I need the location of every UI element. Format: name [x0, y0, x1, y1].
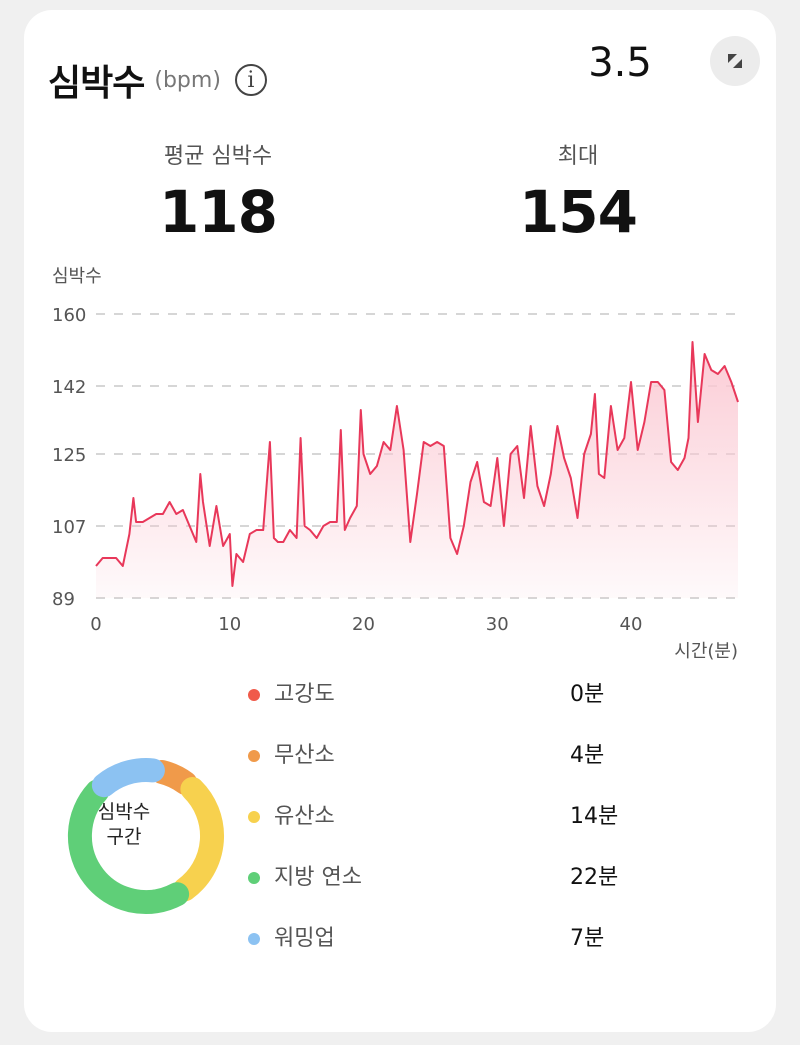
legend-dot — [248, 811, 260, 823]
x-tick-label: 0 — [90, 614, 101, 635]
legend-value: 22분 — [570, 865, 619, 890]
y-tick-label: 160 — [52, 305, 86, 326]
legend-value: 0분 — [570, 682, 605, 707]
legend-label: 고강도 — [274, 682, 335, 707]
x-tick-label: 20 — [352, 614, 375, 635]
donut-center-label: 심박수 구간 — [74, 800, 174, 850]
y-axis-label: 심박수 — [52, 266, 102, 287]
legend-value: 7분 — [570, 926, 605, 951]
x-tick-label: 40 — [620, 614, 643, 635]
legend-label: 지방 연소 — [274, 865, 362, 890]
legend-dot — [248, 750, 260, 762]
avg-heart-rate-value: 118 — [158, 178, 278, 246]
version-label: 3.5 — [588, 40, 652, 86]
y-tick-label: 125 — [52, 445, 86, 466]
card-header: 심박수 (bpm) i — [48, 50, 267, 110]
y-tick-label: 89 — [52, 589, 75, 610]
legend-dot — [248, 872, 260, 884]
donut-label-2: 구간 — [106, 826, 142, 848]
donut-segment — [172, 777, 225, 902]
donut-segment — [67, 779, 190, 915]
heart-rate-line — [95, 341, 739, 587]
legend-row: 지방 연소 22분 — [248, 859, 648, 920]
max-heart-rate-value: 154 — [518, 178, 638, 246]
unit-label: (bpm) — [154, 67, 221, 93]
legend-dot — [248, 689, 260, 701]
y-tick-label: 107 — [52, 517, 86, 538]
avg-heart-rate: 평균 심박수 118 — [118, 138, 318, 246]
expand-button[interactable] — [710, 36, 760, 86]
max-heart-rate-label: 최대 — [557, 144, 599, 169]
legend-row: 유산소 14분 — [248, 798, 648, 859]
legend-row: 무산소 4분 — [248, 737, 648, 798]
legend-value: 14분 — [570, 804, 619, 829]
legend-dot — [248, 933, 260, 945]
heart-rate-chart: 심박수 160 142 125 107 89 0 10 20 30 40 시간(분) — [52, 266, 739, 662]
x-tick-label: 10 — [218, 614, 241, 635]
legend-label: 유산소 — [274, 804, 335, 829]
legend-row: 고강도 0분 — [248, 676, 648, 737]
donut-segment — [150, 760, 198, 795]
legend-label: 무산소 — [274, 743, 335, 768]
zone-donut-chart — [67, 758, 225, 915]
card-title: 심박수 — [48, 63, 145, 104]
avg-heart-rate-label: 평균 심박수 — [163, 144, 273, 169]
donut-segment — [91, 758, 165, 798]
max-heart-rate: 최대 154 — [478, 138, 678, 246]
y-tick-label: 142 — [52, 377, 86, 398]
legend-row: 워밍업 7분 — [248, 920, 648, 981]
donut-label-1: 심박수 — [97, 801, 151, 823]
info-icon[interactable]: i — [234, 64, 267, 96]
expand-icon — [728, 54, 742, 68]
legend-value: 4분 — [570, 743, 605, 768]
legend-label: 워밍업 — [274, 926, 335, 951]
x-tick-label: 30 — [486, 614, 509, 635]
heart-rate-area — [96, 342, 738, 598]
x-axis-label: 시간(분) — [674, 641, 738, 662]
